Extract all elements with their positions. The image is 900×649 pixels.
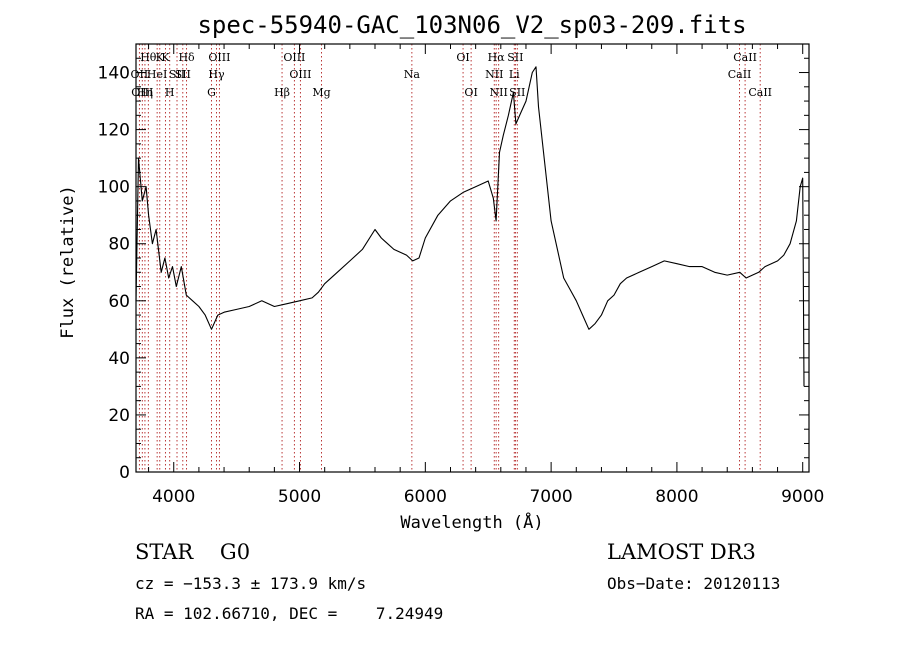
line-marker-label: CaII bbox=[733, 51, 757, 64]
y-tick-label: 60 bbox=[108, 292, 130, 312]
line-marker-labels: OIIOIIIHηHθHeIKKHSIISIIHδGHγOIIIHβOIIIOI… bbox=[131, 51, 772, 99]
line-marker-label: OIII bbox=[283, 51, 305, 64]
line-marker-label: CaII bbox=[748, 86, 772, 99]
line-marker-label: HeI bbox=[147, 68, 167, 81]
y-tick-label: 140 bbox=[98, 64, 130, 84]
line-marker-label: Hγ bbox=[208, 68, 225, 81]
line-marker-label: Li bbox=[509, 68, 520, 81]
y-axis-label: Flux (relative) bbox=[58, 185, 78, 339]
observation-date-text: Obs−Date: 20120113 bbox=[607, 574, 781, 593]
line-marker-label: Hη bbox=[137, 86, 153, 99]
plot-frame bbox=[135, 43, 810, 473]
line-marker-label: OI bbox=[464, 86, 477, 99]
line-marker-label: Hδ bbox=[178, 51, 195, 64]
chart-title: spec-55940-GAC_103N06_V2_sp03-209.fits bbox=[197, 11, 746, 39]
y-axis-ticks: 0 20 40 60 80 100 120 140 bbox=[98, 57, 809, 483]
line-marker-label: Hα bbox=[488, 51, 506, 64]
line-markers bbox=[138, 44, 761, 472]
line-marker-label: K bbox=[156, 51, 165, 64]
x-tick-label: 9000 bbox=[781, 487, 824, 507]
line-marker-label: SII bbox=[507, 51, 523, 64]
x-tick-label: 4000 bbox=[152, 487, 195, 507]
y-tick-label: 40 bbox=[108, 349, 130, 369]
x-axis-ticks: 4000 5000 6000 7000 8000 9000 bbox=[148, 44, 824, 507]
x-tick-label: 6000 bbox=[404, 487, 447, 507]
line-marker-label: NII bbox=[490, 86, 508, 99]
survey-name-text: LAMOST DR3 bbox=[607, 540, 756, 564]
y-tick-label: 120 bbox=[98, 121, 130, 141]
spectrum-line bbox=[135, 66, 805, 387]
line-marker-label: Na bbox=[404, 68, 421, 81]
y-tick-label: 80 bbox=[108, 235, 130, 255]
line-marker-label: OI bbox=[456, 51, 469, 64]
line-marker-label: K bbox=[161, 51, 170, 64]
line-marker-label: CaII bbox=[728, 68, 752, 81]
line-marker-label: Hθ bbox=[140, 51, 157, 64]
y-tick-label: 0 bbox=[119, 463, 130, 483]
redshift-velocity-text: cz = −153.3 ± 173.9 km/s bbox=[135, 574, 367, 593]
line-marker-label: SII bbox=[169, 68, 185, 81]
line-marker-label: OII bbox=[131, 68, 149, 81]
y-tick-label: 100 bbox=[98, 178, 130, 198]
line-marker-label: SII bbox=[509, 86, 525, 99]
x-axis-label: Wavelength (Å) bbox=[400, 511, 543, 533]
line-marker-label: Mg bbox=[312, 86, 330, 99]
line-marker-label: NII bbox=[485, 68, 503, 81]
line-marker-label: G bbox=[207, 86, 216, 99]
x-tick-label: 8000 bbox=[655, 487, 698, 507]
ra-dec-text: RA = 102.66710, DEC = 7.24949 bbox=[135, 604, 444, 623]
x-tick-label: 7000 bbox=[529, 487, 572, 507]
line-marker-label: Hβ bbox=[274, 86, 290, 99]
line-marker-label: SII bbox=[175, 68, 191, 81]
y-tick-label: 20 bbox=[108, 406, 130, 426]
x-tick-label: 5000 bbox=[278, 487, 321, 507]
line-marker-label: OIII bbox=[289, 68, 311, 81]
line-marker-label: OIII bbox=[131, 86, 153, 99]
line-marker-label: H bbox=[165, 86, 175, 99]
object-class-text: STAR G0 bbox=[135, 540, 251, 564]
line-marker-label: OIII bbox=[208, 51, 230, 64]
